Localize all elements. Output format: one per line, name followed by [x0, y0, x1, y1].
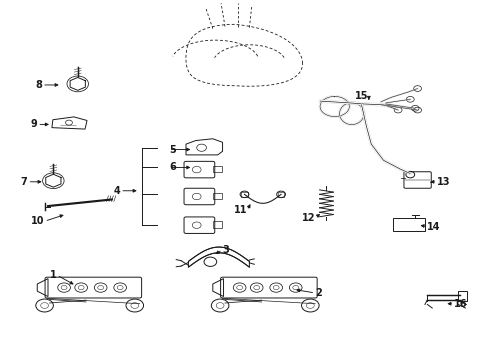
- Bar: [241, 192, 247, 197]
- Text: 15: 15: [355, 91, 368, 101]
- Bar: [212, 221, 221, 228]
- Bar: [212, 166, 221, 172]
- Text: 2: 2: [315, 288, 321, 298]
- Text: 9: 9: [30, 120, 37, 129]
- Bar: [277, 192, 284, 197]
- Text: 11: 11: [233, 206, 246, 216]
- Text: 10: 10: [31, 216, 44, 226]
- Text: 16: 16: [453, 299, 467, 309]
- Text: 13: 13: [436, 177, 449, 187]
- Text: 14: 14: [427, 222, 440, 231]
- Bar: [457, 291, 466, 301]
- Text: 3: 3: [222, 245, 229, 255]
- Text: 12: 12: [301, 213, 315, 222]
- Text: 6: 6: [168, 162, 175, 172]
- Text: 4: 4: [113, 186, 120, 196]
- Text: 8: 8: [35, 80, 42, 90]
- Text: 1: 1: [50, 270, 57, 280]
- Text: 5: 5: [168, 144, 175, 154]
- Bar: [392, 218, 424, 231]
- Bar: [212, 193, 221, 199]
- Text: 7: 7: [20, 177, 27, 187]
